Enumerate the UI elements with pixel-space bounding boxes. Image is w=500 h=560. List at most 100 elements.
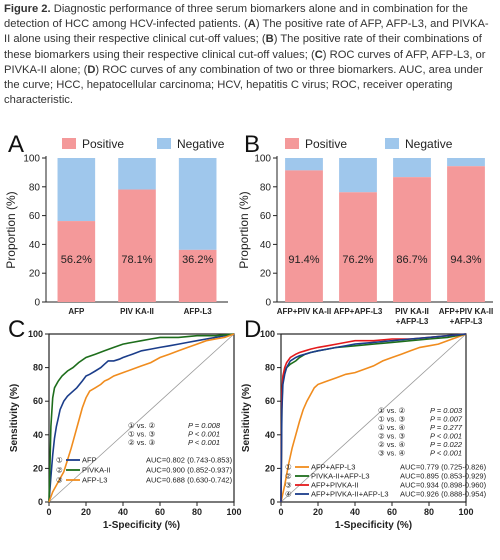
legend-series-name: AFP+AFP-L3 <box>311 463 355 472</box>
comparison-p-value: P = 0.007 <box>430 415 463 424</box>
legend-series-name: AFP+PIVKA-II <box>311 481 359 490</box>
bar-negative <box>447 158 485 167</box>
comparison-label: ③ vs. ④ <box>378 449 405 458</box>
bar-value-label: 76.2% <box>342 254 373 266</box>
legend-auc: AUC=0.779 (0.725-0.826) <box>400 463 487 472</box>
roc-curve <box>48 333 235 503</box>
caption-ref-c: C <box>314 48 323 61</box>
reference-diagonal <box>48 333 235 503</box>
x-category-label: AFP-L3 <box>184 307 213 316</box>
bar-value-label: 78.1% <box>121 254 152 266</box>
legend-auc: AUC=0.934 (0.898-0.960) <box>400 481 487 490</box>
bar-positive <box>393 177 431 302</box>
comparison-label: ② vs. ④ <box>378 440 405 449</box>
y-axis-label: Proportion (%) <box>237 191 251 268</box>
y-tick-label: 20 <box>265 463 275 473</box>
bar-positive <box>178 249 217 302</box>
y-tick-label: 40 <box>260 240 272 251</box>
y-tick-label: 80 <box>260 182 272 193</box>
y-tick-label: 20 <box>260 269 272 280</box>
x-category-label: AFP+APF-L3 <box>334 307 383 316</box>
x-category-label: PIV KA-II <box>395 307 429 316</box>
legend-series-name: AFP <box>82 456 97 465</box>
legend-marker: ③ <box>285 481 292 490</box>
bar-positive <box>285 170 323 302</box>
legend-auc: AUC=0.895 (0.853-0.929) <box>400 472 487 481</box>
caption-figure-label: Figure 2. <box>4 3 51 15</box>
caption-text: ) The positive rate of AFP, AFP-L3, and … <box>4 18 489 46</box>
y-tick-label: 60 <box>33 396 43 406</box>
caption-ref-b: B <box>265 33 274 46</box>
caption-text: ) ROC curves of any combination of two o… <box>4 63 483 107</box>
bar-negative <box>393 158 431 178</box>
comparison-p-value: P < 0.001 <box>188 438 220 447</box>
x-tick-label: 40 <box>350 507 360 517</box>
y-tick-label: 80 <box>29 182 41 193</box>
y-tick-label: 100 <box>28 329 43 339</box>
x-category-label: PIV KA-II <box>120 307 154 316</box>
caption-text: Diagnostic performance of three serum bi… <box>4 3 468 31</box>
panel-label-a: A <box>8 131 24 158</box>
plot-frame <box>48 333 235 503</box>
x-tick-label: 60 <box>155 507 165 517</box>
y-tick-label: 60 <box>260 211 272 222</box>
y-tick-label: 0 <box>270 497 275 507</box>
bar-value-label: 94.3% <box>450 254 481 266</box>
y-tick-label: 0 <box>34 298 40 309</box>
roc-curve <box>280 333 467 503</box>
y-tick-label: 0 <box>265 298 271 309</box>
caption-text: ) ROC curves of AFP, AFP-L3, or PIVKA-II… <box>4 48 486 76</box>
legend-swatch-negative <box>157 138 171 149</box>
legend-marker: ③ <box>56 476 63 485</box>
comparison-label: ① vs. ③ <box>128 430 155 439</box>
y-axis-label: Sensitivity (%) <box>241 384 252 452</box>
y-tick-label: 40 <box>33 430 43 440</box>
bar-positive <box>339 192 377 302</box>
bar-positive <box>118 189 156 302</box>
y-tick-label: 100 <box>23 154 40 165</box>
y-tick-label: 60 <box>265 396 275 406</box>
y-tick-label: 40 <box>29 240 41 251</box>
x-category-label: +AFP-L3 <box>450 317 483 326</box>
bar-value-label: 56.2% <box>61 254 92 266</box>
bar-positive <box>57 221 96 302</box>
y-tick-label: 60 <box>29 211 41 222</box>
x-tick-label: 0 <box>278 507 283 517</box>
y-tick-label: 20 <box>33 463 43 473</box>
figure-caption: Figure 2. Diagnostic performance of thre… <box>4 2 494 108</box>
bar-positive <box>447 166 485 302</box>
caption-ref-a: A <box>247 18 256 31</box>
roc-curve <box>280 333 467 503</box>
y-tick-label: 100 <box>254 154 271 165</box>
y-tick-label: 100 <box>260 329 275 339</box>
comparison-p-value: P = 0.008 <box>188 421 221 430</box>
legend-label-positive: Positive <box>305 137 347 151</box>
y-tick-label: 20 <box>29 269 41 280</box>
legend-swatch-positive <box>62 138 76 149</box>
legend-marker: ④ <box>285 490 292 499</box>
legend-swatch-negative <box>385 138 399 149</box>
bar-negative <box>178 158 217 250</box>
legend-marker: ① <box>285 463 292 472</box>
panel-label-b: B <box>244 131 260 158</box>
caption-ref-d: D <box>87 63 96 76</box>
comparison-label: ① vs. ② <box>378 406 405 415</box>
legend-marker: ② <box>56 466 63 475</box>
legend-series-name: PIVKA-II+AFP-L3 <box>311 472 370 481</box>
comparison-p-value: P < 0.001 <box>188 430 220 439</box>
comparison-label: ① vs. ② <box>128 421 155 430</box>
x-tick-label: 20 <box>313 507 323 517</box>
legend-marker: ② <box>285 472 292 481</box>
legend-label-negative: Negative <box>405 137 453 151</box>
legend-series-name: AFP-L3 <box>82 476 107 485</box>
y-axis-label: Proportion (%) <box>4 191 18 268</box>
panel-label-c: C <box>8 316 25 343</box>
bar-value-label: 86.7% <box>396 254 427 266</box>
x-category-label: AFP+PIV KA-II <box>277 307 331 316</box>
bar-negative <box>57 158 96 222</box>
roc-curve <box>48 333 235 503</box>
legend-auc: AUC=0.900 (0.852-0.937) <box>146 466 233 475</box>
comparison-p-value: P < 0.001 <box>430 432 462 441</box>
reference-diagonal <box>280 333 467 503</box>
